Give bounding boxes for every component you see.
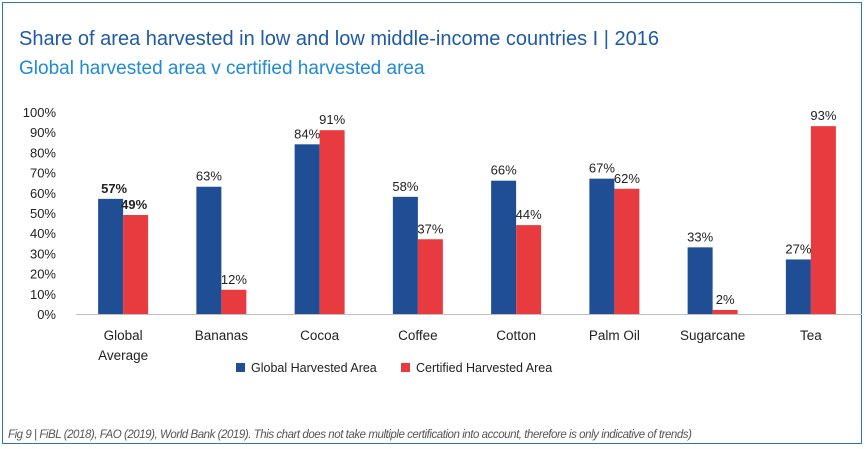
bar — [98, 198, 124, 314]
data-label: 58% — [392, 179, 418, 194]
legend-label: Global Harvested Area — [251, 361, 377, 375]
x-tick-label: Tea — [800, 328, 822, 343]
x-tick-label: Global — [104, 328, 143, 343]
data-label: 49% — [121, 197, 147, 212]
bar — [392, 196, 418, 314]
data-label: 66% — [491, 163, 517, 178]
data-label: 84% — [294, 126, 320, 141]
data-label: 57% — [101, 181, 127, 196]
bar — [810, 126, 836, 314]
chart-subtitle: Global harvested area v certified harves… — [19, 58, 425, 79]
bar — [614, 188, 640, 314]
bar — [417, 239, 443, 314]
y-tick-label: 40% — [30, 226, 56, 241]
bar — [294, 144, 320, 314]
x-tick-label: Palm Oil — [589, 328, 640, 343]
figure-caption: Fig 9 | FiBL (2018), FAO (2019), World B… — [8, 429, 692, 441]
data-label: 67% — [589, 161, 615, 176]
y-tick-label: 0% — [37, 307, 56, 322]
bar — [196, 186, 222, 314]
chart-frame — [2, 2, 862, 444]
data-label: 93% — [810, 108, 836, 123]
y-tick-label: 10% — [30, 287, 56, 302]
bar — [785, 259, 811, 314]
legend-swatch — [236, 363, 245, 372]
data-label: 33% — [687, 229, 713, 244]
x-tick-label: Cocoa — [300, 328, 340, 343]
data-label: 27% — [785, 241, 811, 256]
y-tick-label: 70% — [30, 166, 56, 181]
y-tick-label: 20% — [30, 267, 56, 282]
y-tick-label: 80% — [30, 145, 56, 160]
data-label: 2% — [716, 292, 735, 307]
bar — [319, 130, 345, 314]
bar — [516, 225, 542, 314]
data-label: 44% — [516, 207, 542, 222]
data-label: 63% — [196, 169, 222, 184]
bar — [712, 309, 738, 314]
legend-label: Certified Harvested Area — [416, 361, 552, 375]
y-tick-label: 90% — [30, 125, 56, 140]
chart-title: Share of area harvested in low and low m… — [19, 28, 659, 50]
bar — [123, 215, 149, 314]
legend-swatch — [401, 363, 410, 372]
y-tick-label: 60% — [30, 186, 56, 201]
y-tick-label: 50% — [30, 206, 56, 221]
data-label: 12% — [221, 272, 247, 287]
bar — [687, 247, 713, 314]
x-tick-label: Coffee — [398, 328, 438, 343]
bar — [221, 289, 247, 314]
x-tick-label: Bananas — [195, 328, 249, 343]
x-tick-label: Cotton — [496, 328, 536, 343]
bar — [491, 180, 517, 314]
bar — [589, 178, 615, 314]
data-label: 62% — [614, 171, 640, 186]
x-tick-label: Average — [98, 348, 148, 363]
data-label: 91% — [319, 112, 345, 127]
y-tick-label: 30% — [30, 246, 56, 261]
data-label: 37% — [417, 221, 443, 236]
y-tick-label: 100% — [23, 105, 57, 120]
x-tick-label: Sugarcane — [680, 328, 745, 343]
